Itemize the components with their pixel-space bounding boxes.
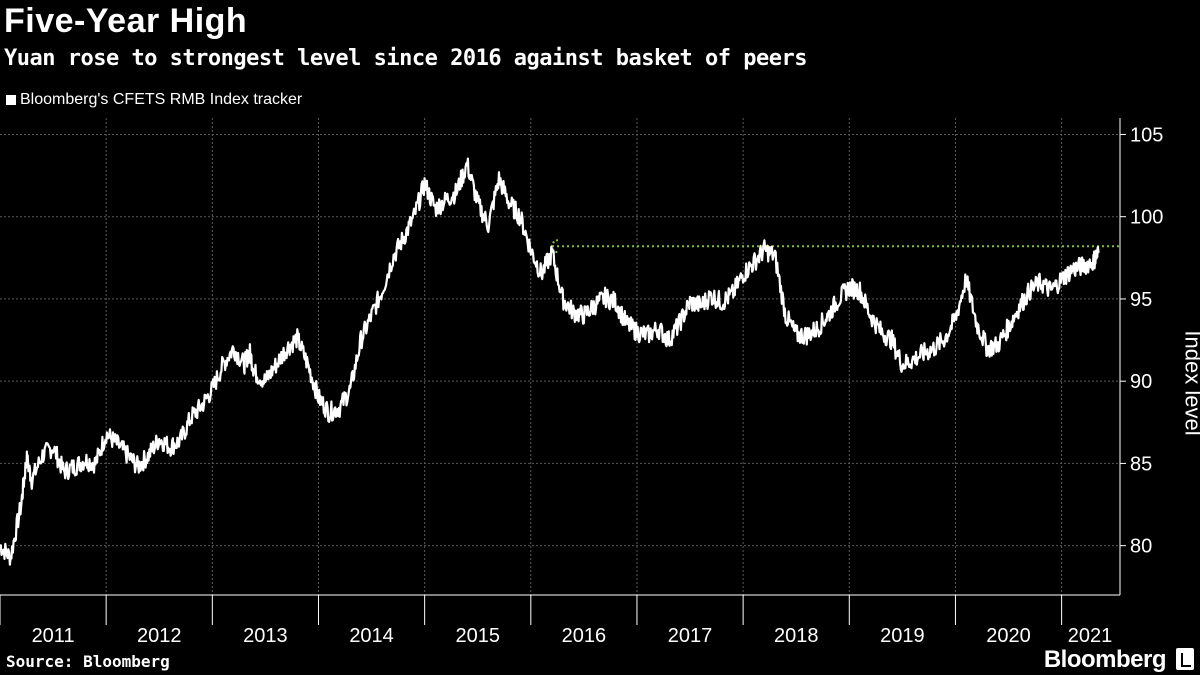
- x-tick-label: 2021: [1068, 625, 1113, 647]
- series-line: [0, 157, 1100, 566]
- x-tick-label: 2017: [668, 625, 713, 647]
- y-tick-label: 90: [1130, 371, 1152, 393]
- legend-swatch: [6, 95, 16, 105]
- y-axis-label: Index level: [1180, 330, 1200, 436]
- chart-title: Five-Year High: [4, 2, 248, 40]
- x-tick-label: 2015: [455, 625, 500, 647]
- y-tick-label: 105: [1130, 124, 1163, 146]
- x-tick-label: 2020: [986, 625, 1031, 647]
- x-tick-label: 2013: [243, 625, 288, 647]
- chart-subtitle: Yuan rose to strongest level since 2016 …: [4, 46, 807, 71]
- legend-label: Bloomberg's CFETS RMB Index tracker: [20, 91, 303, 108]
- brand-logo-text: Bloomberg: [1043, 646, 1167, 673]
- y-tick-label: 85: [1130, 453, 1152, 475]
- x-tick-label: 2016: [562, 625, 607, 647]
- legend: Bloomberg's CFETS RMB Index tracker: [6, 91, 302, 109]
- x-tick-label: 2019: [880, 625, 925, 647]
- y-tick-label: 80: [1130, 536, 1152, 558]
- y-tick-label: 95: [1130, 289, 1152, 311]
- x-tick-label: 2012: [137, 625, 182, 647]
- x-tick-label: 2014: [349, 625, 394, 647]
- x-tick-label: 2018: [774, 625, 819, 647]
- source-note: Source: Bloomberg: [6, 652, 170, 671]
- x-tick-label: 2011: [32, 625, 75, 647]
- y-tick-label: 100: [1130, 207, 1163, 229]
- bloomberg-terminal-icon: [1176, 648, 1194, 670]
